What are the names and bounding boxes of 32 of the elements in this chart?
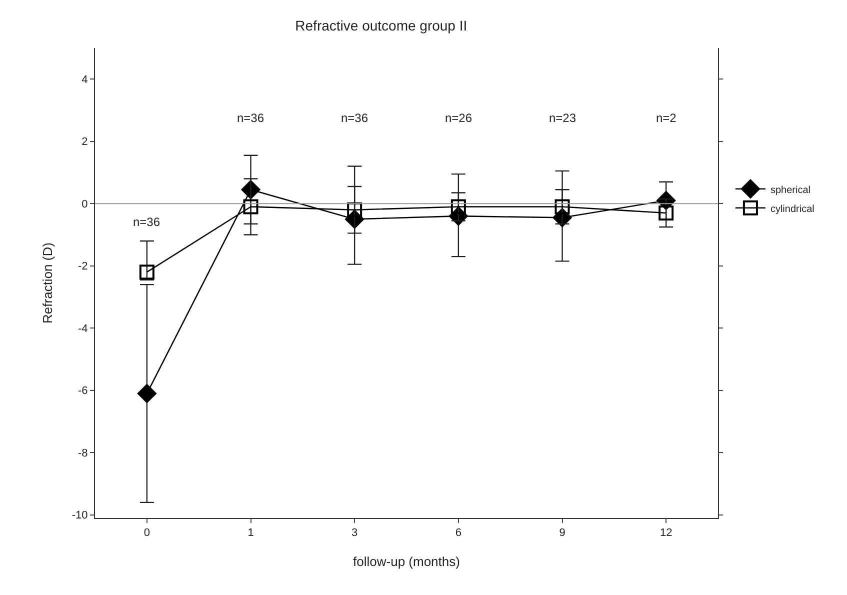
annotation: n=26 — [445, 111, 472, 125]
annotation: n=2 — [656, 111, 677, 125]
y-tick-label: -10 — [72, 510, 88, 522]
point — [137, 384, 156, 403]
x-tick-label: 6 — [455, 527, 462, 540]
y-tick-label: -6 — [78, 385, 88, 398]
annotation: n=23 — [549, 111, 576, 125]
y-tick-label: -4 — [78, 322, 88, 335]
x-tick-label: 3 — [352, 527, 358, 540]
y-tick-label: -2 — [78, 260, 88, 273]
x-tick-label: 0 — [144, 527, 150, 540]
point — [347, 202, 362, 218]
point — [658, 205, 674, 220]
y-tick-label: -8 — [78, 447, 88, 460]
point — [450, 199, 466, 214]
point — [243, 199, 258, 214]
annotation: n=36 — [237, 111, 264, 125]
y-axis-title: Refraction (D) — [40, 242, 55, 324]
legend-label: cylindrical — [770, 204, 814, 215]
chart-title: Refractive outcome group II — [295, 18, 468, 34]
point — [139, 264, 154, 280]
x-tick-label: 9 — [559, 527, 566, 540]
x-axis-title: follow-up (months) — [353, 554, 460, 569]
x-tick-label: 1 — [248, 527, 254, 540]
y-tick-label: 4 — [82, 74, 88, 86]
annotation: n=36 — [133, 215, 160, 229]
x-tick-label: 12 — [660, 527, 672, 540]
annotation: n=36 — [341, 111, 368, 125]
point — [554, 199, 570, 214]
y-tick-label: 0 — [82, 198, 88, 210]
legend-label: spherical — [770, 184, 810, 196]
y-tick-label: 2 — [82, 136, 88, 148]
